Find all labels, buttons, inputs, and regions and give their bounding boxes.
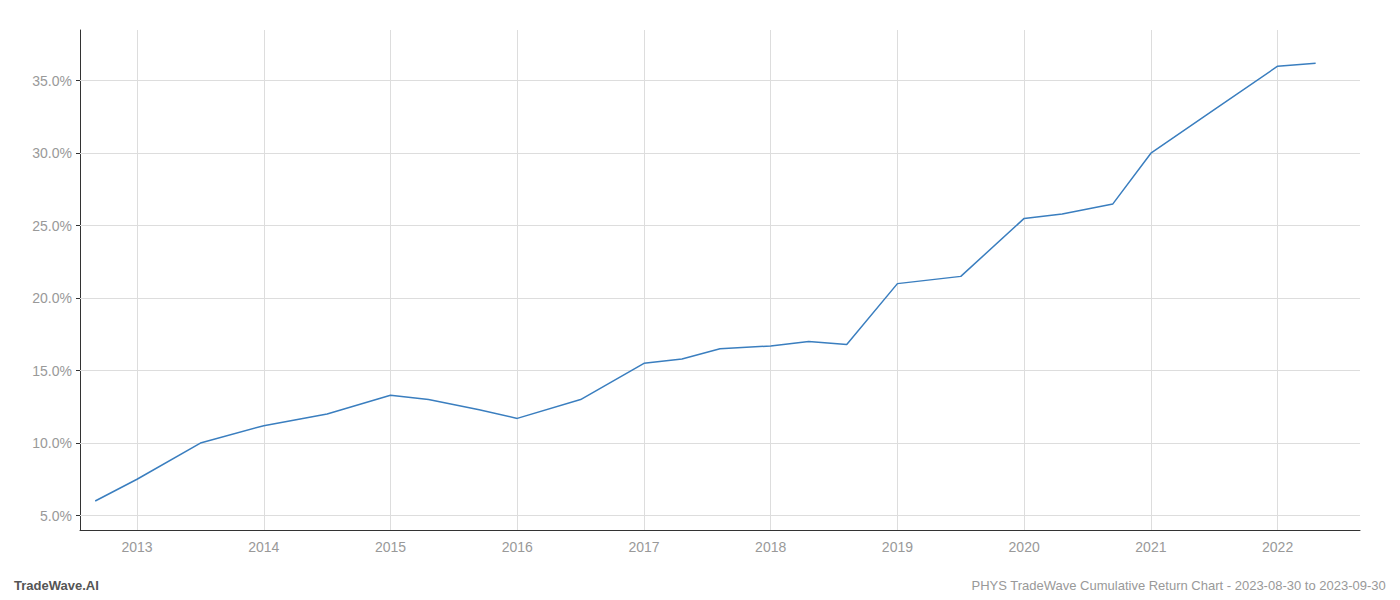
svg-text:5.0%: 5.0% bbox=[40, 508, 72, 524]
svg-text:10.0%: 10.0% bbox=[32, 435, 72, 451]
svg-text:30.0%: 30.0% bbox=[32, 145, 72, 161]
svg-text:20.0%: 20.0% bbox=[32, 290, 72, 306]
svg-text:2014: 2014 bbox=[248, 539, 279, 555]
svg-text:2020: 2020 bbox=[1009, 539, 1040, 555]
svg-text:2016: 2016 bbox=[502, 539, 533, 555]
svg-text:TradeWave.AI: TradeWave.AI bbox=[14, 578, 99, 593]
svg-text:15.0%: 15.0% bbox=[32, 363, 72, 379]
svg-text:35.0%: 35.0% bbox=[32, 73, 72, 89]
svg-text:25.0%: 25.0% bbox=[32, 218, 72, 234]
svg-text:2021: 2021 bbox=[1135, 539, 1166, 555]
svg-text:2018: 2018 bbox=[755, 539, 786, 555]
svg-text:2013: 2013 bbox=[121, 539, 152, 555]
svg-text:2017: 2017 bbox=[628, 539, 659, 555]
svg-text:2019: 2019 bbox=[882, 539, 913, 555]
svg-text:PHYS TradeWave Cumulative Retu: PHYS TradeWave Cumulative Return Chart -… bbox=[971, 578, 1385, 593]
svg-text:2015: 2015 bbox=[375, 539, 406, 555]
svg-text:2022: 2022 bbox=[1262, 539, 1293, 555]
